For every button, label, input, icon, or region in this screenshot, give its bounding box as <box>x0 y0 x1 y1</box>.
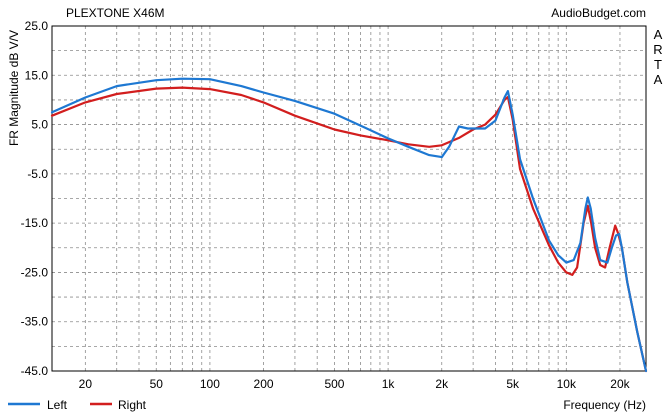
x-tick-label: 5k <box>506 377 520 391</box>
legend-label-left: Left <box>47 398 68 412</box>
series-line-left <box>50 77 648 373</box>
source-label: AudioBudget.com <box>551 6 646 20</box>
x-tick-label: 2k <box>435 377 449 391</box>
grid-lines <box>52 26 646 371</box>
series-line-right <box>50 86 648 373</box>
y-tick-label: -25.0 <box>21 265 49 279</box>
x-tick-label: 10k <box>557 377 577 391</box>
y-axis-label: FR Magnitude dB V/V <box>7 30 21 146</box>
y-tick-label: 25.0 <box>25 19 49 33</box>
chart-title: PLEXTONE X46M <box>66 6 164 20</box>
side-label-letter: R <box>653 42 662 57</box>
y-tick-label: -45.0 <box>21 364 49 378</box>
side-label-letter: A <box>654 27 663 42</box>
x-tick-label: 20 <box>79 377 93 391</box>
y-tick-label: 5.0 <box>31 118 48 132</box>
series-layer <box>50 77 648 373</box>
tick-labels: 25.0 15.0 5.0 -5.0 -15.0 -25.0 -35.0 -45.0 20 50 1… <box>21 19 631 391</box>
x-tick-label: 20k <box>610 377 630 391</box>
side-label-letter: A <box>654 72 663 87</box>
legend: Left Right <box>8 398 147 412</box>
x-tick-label: 200 <box>254 377 274 391</box>
side-label-letter: T <box>654 57 662 72</box>
legend-label-right: Right <box>118 398 147 412</box>
y-tick-label: -35.0 <box>21 315 49 329</box>
plot-area-frame <box>51 25 647 372</box>
x-tick-label: 1k <box>382 377 396 391</box>
x-tick-label: 50 <box>150 377 164 391</box>
x-tick-label: 100 <box>200 377 220 391</box>
y-tick-label: 15.0 <box>25 68 49 82</box>
y-tick-label: -5.0 <box>27 167 48 181</box>
x-tick-label: 500 <box>324 377 344 391</box>
x-axis-label: Frequency (Hz) <box>563 398 646 412</box>
y-tick-label: -15.0 <box>21 216 49 230</box>
